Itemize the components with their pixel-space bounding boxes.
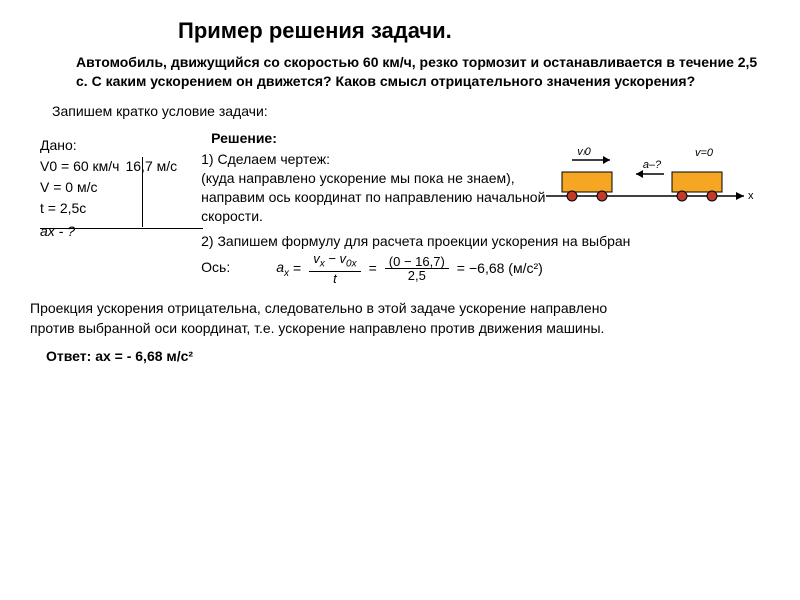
cart2-wheel	[707, 191, 717, 201]
answer-line: Ответ: aх = - 6,68 м/с²	[46, 348, 772, 364]
conclusion-text: Проекция ускорения отрицательна, следова…	[30, 299, 772, 338]
x-axis-label: x	[748, 190, 754, 202]
equals-sign: =	[369, 259, 377, 278]
veq0-label: v=0	[695, 147, 714, 159]
cart2-wheel	[677, 191, 687, 201]
formula-lhs: ax	[276, 258, 289, 280]
step1-body: (куда направлено ускорение мы пока не зн…	[201, 169, 561, 226]
solution-step1: 1) Сделаем чертеж: (куда направлено уско…	[201, 150, 772, 226]
mid-row: Дано: V0 = 60 км/ч 16,7 м/с V = 0 м/с t …	[28, 129, 772, 285]
given-vertical-rule	[142, 157, 143, 227]
table-row: V = 0 м/с	[40, 177, 183, 198]
formula-frac1: vx − v0x t	[309, 252, 360, 285]
formula-result: −6,68 (м/с²)	[469, 259, 543, 278]
v0-arrowhead-icon	[603, 156, 610, 164]
given-horizontal-rule	[40, 228, 203, 229]
given-v: V = 0 м/с	[40, 177, 125, 198]
cart2-body	[672, 172, 722, 192]
table-row: Дано:	[40, 135, 183, 156]
given-v0-si: 16,7 м/с	[125, 156, 183, 177]
formula-frac2: (0 − 16,7) 2,5	[385, 255, 449, 283]
solution-block: Решение: 1) Сделаем чертеж: (куда направ…	[201, 129, 772, 285]
given-table: Дано: V0 = 60 км/ч 16,7 м/с V = 0 м/с t …	[40, 135, 183, 242]
formula: ax = vx − v0x t = (0 − 16,7) 2,5	[276, 252, 543, 285]
equals-sign: =	[293, 259, 301, 278]
given-t: t = 2,5с	[40, 198, 125, 219]
answer-value: aх = - 6,68 м/с²	[95, 348, 193, 364]
step2-lead: 2) Запишем формулу для расчета проекции …	[201, 233, 630, 249]
v0-label: vₗ0	[577, 146, 591, 158]
given-find: aх - ?	[40, 223, 75, 239]
cart1-wheel	[597, 191, 607, 201]
solution-step2: 2) Запишем формулу для расчета проекции …	[201, 232, 772, 286]
motion-diagram: x vₗ0 v=0	[544, 144, 754, 214]
a-label: a–?	[643, 159, 662, 171]
x-axis-arrowhead-icon	[736, 192, 744, 200]
answer-label: Ответ:	[46, 348, 91, 364]
step2-axis: Ось:	[201, 258, 230, 277]
cart1-body	[562, 172, 612, 192]
table-row: V0 = 60 км/ч 16,7 м/с	[40, 156, 183, 177]
problem-statement: Автомобиль, движущийся со скоростью 60 к…	[76, 53, 772, 91]
table-row: aх - ?	[40, 219, 183, 242]
page: Пример решения задачи. Автомобиль, движу…	[0, 0, 800, 600]
a-arrowhead-icon	[636, 170, 643, 178]
equals-sign: =	[457, 259, 465, 278]
table-row: t = 2,5с	[40, 198, 183, 219]
page-title: Пример решения задачи.	[178, 18, 478, 43]
given-title: Дано:	[40, 135, 125, 156]
condition-label: Запишем кратко условие задачи:	[52, 103, 282, 119]
given-v0: V0 = 60 км/ч	[40, 156, 125, 177]
given-block: Дано: V0 = 60 км/ч 16,7 м/с V = 0 м/с t …	[40, 135, 183, 242]
cart1-wheel	[567, 191, 577, 201]
